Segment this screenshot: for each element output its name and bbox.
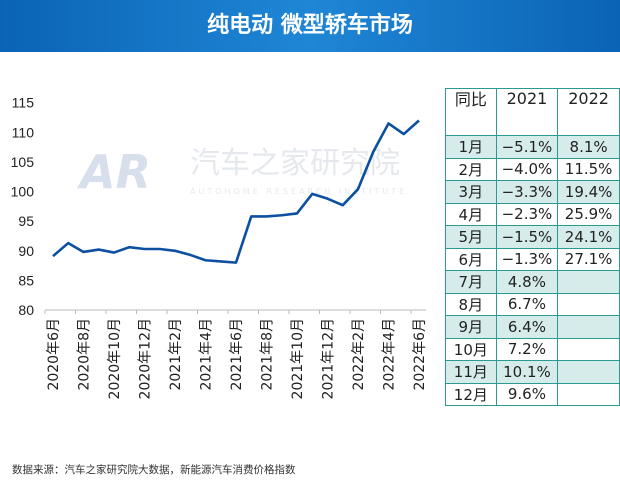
table-cell: 1月 xyxy=(445,135,497,159)
x-tick-label: 2022年2月 xyxy=(351,318,367,391)
x-tick-label: 2020年8月 xyxy=(77,318,93,391)
table-row: 4月 −2.3% 25.9% xyxy=(445,202,620,226)
table-cell: 25.9% xyxy=(557,202,620,226)
table-cell: 10.1% xyxy=(495,360,559,384)
table-cell: 5月 xyxy=(445,225,497,249)
table-cell: 8月 xyxy=(445,292,497,316)
table-row: 10月 7.2% xyxy=(445,337,620,361)
table-cell xyxy=(557,292,620,316)
table-cell: −1.5% xyxy=(495,225,559,249)
table-cell: −3.3% xyxy=(495,180,559,204)
table-cell: 2021 xyxy=(495,88,559,136)
x-tick-label: 2022年4月 xyxy=(382,318,398,391)
yoy-table: 同比 2021 2022 1月 −5.1% 8.1% 2月 −4.0% 11.5% 3月 −3.3%… xyxy=(445,88,620,406)
table-cell: 11.5% xyxy=(557,157,620,181)
table-cell xyxy=(557,382,620,406)
table-row: 3月 −3.3% 19.4% xyxy=(445,180,620,204)
y-tick-label: 90 xyxy=(18,243,34,259)
y-tick-label: 80 xyxy=(18,302,34,318)
table-cell: 7.2% xyxy=(495,337,559,361)
x-tick-label: 2020年6月 xyxy=(46,318,62,391)
table-row: 8月 6.7% xyxy=(445,292,620,316)
y-tick-label: 115 xyxy=(12,95,35,111)
table-cell: 2022 xyxy=(557,88,620,136)
x-tick-label: 2021年8月 xyxy=(260,318,276,391)
table-cell: 2月 xyxy=(445,157,497,181)
table-cell: 24.1% xyxy=(557,225,620,249)
table-cell: 7月 xyxy=(445,270,497,294)
table-row: 11月 10.1% xyxy=(445,360,620,384)
table-cell: 3月 xyxy=(445,180,497,204)
table-cell: −1.3% xyxy=(495,247,559,271)
x-tick-label: 2021年12月 xyxy=(321,318,337,399)
table-row: 1月 −5.1% 8.1% xyxy=(445,135,620,159)
table-cell: −5.1% xyxy=(495,135,559,159)
page-title: 纯电动 微型轿车市场 xyxy=(0,0,620,52)
x-tick-label: 2021年6月 xyxy=(229,318,245,391)
table-cell: 27.1% xyxy=(557,247,620,271)
table-cell: −4.0% xyxy=(495,157,559,181)
table-cell xyxy=(557,337,620,361)
line-chart: 80 85 90 95 100 105 110 115 2020年6月 2020年8月 2020年1… xyxy=(11,95,428,400)
series-line xyxy=(52,119,420,264)
table-cell: 8.1% xyxy=(557,135,620,159)
table-row: 7月 4.8% xyxy=(445,270,620,294)
table-cell: 10月 xyxy=(445,337,497,361)
source-note: 数据来源：汽车之家研究院大数据，新能源汽车消费价格指数 xyxy=(12,464,296,476)
x-tick-label: 2020年10月 xyxy=(107,318,123,399)
table-cell: 9.6% xyxy=(495,382,559,406)
table-cell: 4月 xyxy=(445,202,497,226)
table-cell: 11月 xyxy=(445,360,497,384)
x-tick-label: 2022年6月 xyxy=(412,318,428,391)
x-tick-label: 2020年12月 xyxy=(138,318,154,399)
table-cell: 9月 xyxy=(445,315,497,339)
y-tick-label: 100 xyxy=(11,184,35,200)
table-cell: 同比 xyxy=(445,88,497,136)
y-tick-label: 110 xyxy=(12,124,35,140)
x-tick-label: 2021年4月 xyxy=(199,318,215,391)
table-cell xyxy=(557,315,620,339)
table-row: 2月 −4.0% 11.5% xyxy=(445,157,620,181)
table-cell: 4.8% xyxy=(495,270,559,294)
table-row: 5月 −1.5% 24.1% xyxy=(445,225,620,249)
table-row: 9月 6.4% xyxy=(445,315,620,339)
table-cell xyxy=(557,270,620,294)
table-cell: 19.4% xyxy=(557,180,620,204)
table-row: 12月 9.6% xyxy=(445,382,620,406)
y-tick-label: 95 xyxy=(18,213,34,229)
table-cell: −2.3% xyxy=(495,202,559,226)
table-row: 6月 −1.3% 27.1% xyxy=(445,247,620,271)
y-tick-label: 105 xyxy=(11,154,35,170)
y-tick-label: 85 xyxy=(18,272,34,288)
table-row: 同比 2021 2022 xyxy=(445,88,620,136)
x-tick-label: 2021年2月 xyxy=(168,318,184,391)
table-cell: 12月 xyxy=(445,382,497,406)
table-cell: 6月 xyxy=(445,247,497,271)
table-cell: 6.7% xyxy=(495,292,559,316)
table-cell xyxy=(557,360,620,384)
table-cell: 6.4% xyxy=(495,315,559,339)
x-tick-label: 2021年10月 xyxy=(290,318,306,399)
